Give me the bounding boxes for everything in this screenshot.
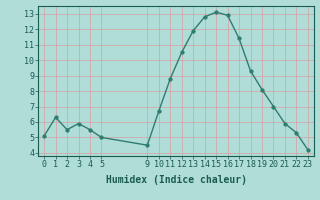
X-axis label: Humidex (Indice chaleur): Humidex (Indice chaleur): [106, 175, 246, 185]
